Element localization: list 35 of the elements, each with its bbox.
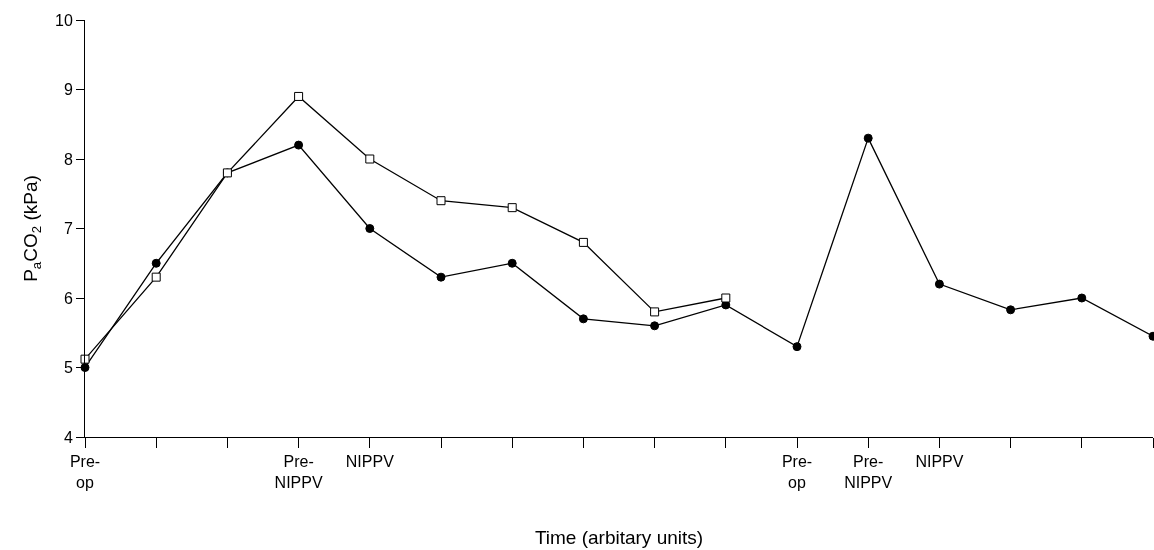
x-axis-title: Time (arbitary units) <box>534 526 704 548</box>
x-tick-label: NIPPV <box>345 453 395 471</box>
point <box>578 237 588 247</box>
x-tick-label: NIPPV <box>915 453 964 471</box>
y-tick-label: 4 <box>63 428 73 446</box>
y-tick-label: 9 <box>63 81 73 99</box>
x-tick-label: Pre-NIPPV <box>844 453 893 491</box>
y-tick-label: 8 <box>63 150 73 168</box>
x-tick-label: Pre-op <box>781 453 813 491</box>
point <box>650 307 660 317</box>
point <box>80 354 90 364</box>
point <box>1006 305 1016 315</box>
y-tick-label: 6 <box>63 289 73 307</box>
point <box>1077 293 1087 303</box>
point <box>151 272 161 282</box>
point <box>863 133 873 143</box>
point <box>721 293 731 303</box>
x-tick-label: Pre-op <box>69 453 101 491</box>
y-tick-label: 5 <box>63 359 73 377</box>
point <box>934 279 944 289</box>
y-tick-label: 10 <box>55 11 73 29</box>
point <box>436 196 446 206</box>
point <box>578 314 588 324</box>
point <box>792 342 802 352</box>
point <box>365 154 375 164</box>
y-tick-label: 7 <box>63 220 73 238</box>
point <box>436 272 446 282</box>
point <box>294 140 304 150</box>
point <box>294 91 304 101</box>
point <box>507 258 517 268</box>
x-tick-label: Pre-NIPPV <box>274 453 323 491</box>
point <box>507 203 517 213</box>
point <box>650 321 660 331</box>
point <box>365 224 375 233</box>
point <box>151 258 161 268</box>
